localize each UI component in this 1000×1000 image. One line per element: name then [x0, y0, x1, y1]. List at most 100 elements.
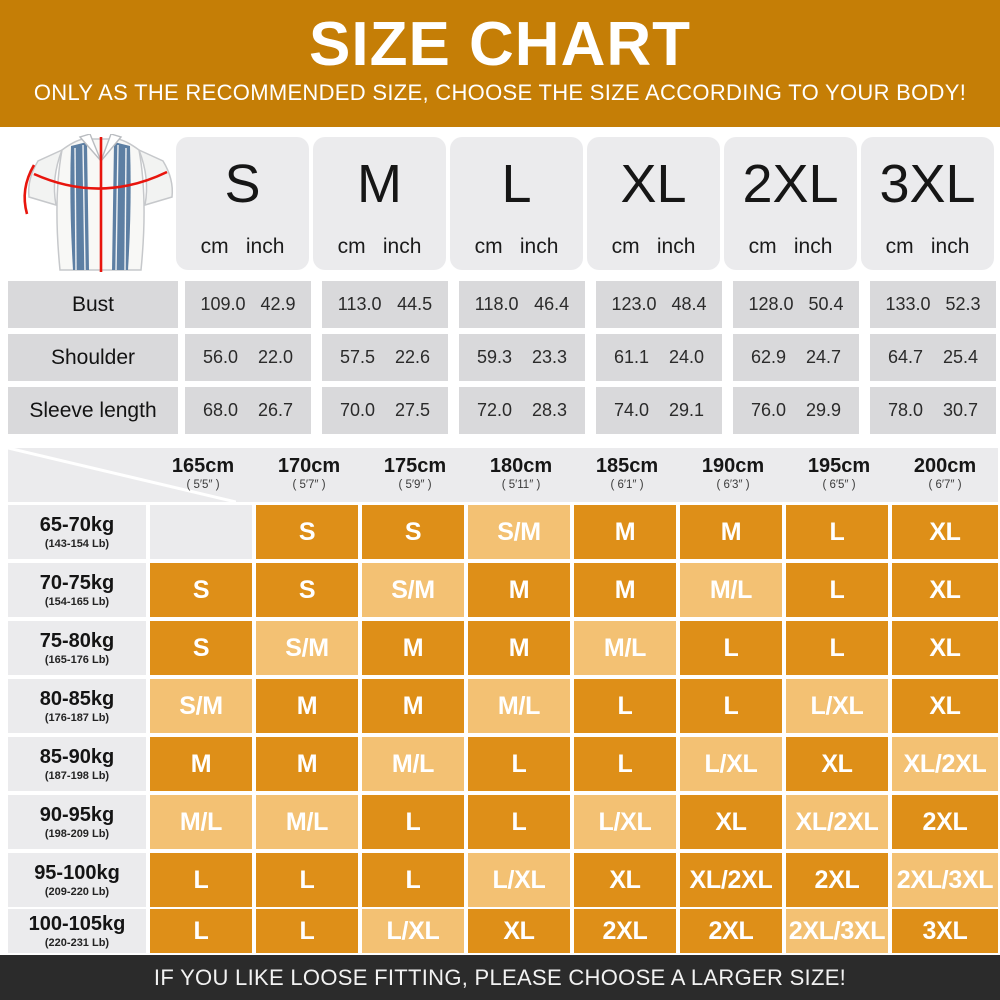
measure-inch-value: 29.1 [668, 400, 705, 420]
weight-label: 95-100kg (209-220 Lb) [8, 853, 146, 907]
unit-label-inch: inch [382, 235, 422, 258]
unit-label-cm: cm [200, 235, 229, 258]
measure-inch-value: 22.6 [394, 347, 431, 367]
measure-cm-value: 133.0 [885, 294, 931, 314]
height-cm-label: 185cm [595, 455, 659, 477]
height-cm-label: 200cm [913, 455, 977, 477]
fit-cell: L/XL [574, 795, 676, 849]
fit-cell: XL [786, 737, 888, 791]
fit-cell [150, 505, 252, 559]
weight-kg-label: 65-70kg [39, 513, 115, 536]
fit-cell: M [574, 505, 676, 559]
weight-lb-label: (187-198 Lb) [44, 769, 110, 782]
fit-cell: L [680, 621, 782, 675]
measure-cm-value: 123.0 [611, 294, 657, 314]
fit-cell: L [574, 737, 676, 791]
measure-cell: 72.0 28.3 [459, 387, 585, 434]
height-header-cell: 175cm ( 5′9″ ) [362, 455, 468, 491]
fit-cell: M/L [150, 795, 252, 849]
fit-cell: L/XL [362, 909, 464, 953]
weight-label: 85-90kg (187-198 Lb) [8, 737, 146, 791]
sleeve-measure-line [23, 164, 36, 215]
measure-inch-value: 22.0 [257, 347, 294, 367]
weight-label: 75-80kg (165-176 Lb) [8, 621, 146, 675]
fit-cell: L [362, 795, 464, 849]
fit-cell: XL [892, 621, 998, 675]
diagonal-divider [8, 448, 236, 502]
fit-cell: S [150, 621, 252, 675]
measure-cell: 57.5 22.6 [322, 334, 448, 381]
measure-inch-value: 42.9 [260, 294, 296, 314]
weight-lb-label: (165-176 Lb) [44, 653, 110, 666]
weight-label: 70-75kg (154-165 Lb) [8, 563, 146, 617]
fit-cell: L [468, 795, 570, 849]
measure-cell: 128.0 50.4 [733, 281, 859, 328]
fit-cell: S/M [362, 563, 464, 617]
measure-inch-value: 27.5 [394, 400, 431, 420]
unit-labels: cm inch [313, 235, 446, 259]
height-header-cell: 200cm ( 6′7″ ) [892, 455, 998, 491]
weight-kg-label: 95-100kg [34, 861, 120, 884]
fit-cell: M/L [468, 679, 570, 733]
measure-cm-value: 70.0 [339, 400, 376, 420]
shirt-collar-left [78, 133, 102, 162]
fit-cell: L [150, 853, 252, 907]
measure-inch-value: 24.7 [805, 347, 842, 367]
measure-inch-value: 25.4 [942, 347, 979, 367]
unit-label-inch: inch [930, 235, 970, 258]
size-label: S [224, 154, 261, 214]
fit-cell: L [468, 737, 570, 791]
measure-cm-value: 74.0 [613, 400, 650, 420]
fit-cell: M [256, 737, 358, 791]
unit-labels: cm inch [861, 235, 994, 259]
page-subtitle: ONLY AS THE RECOMMENDED SIZE, CHOOSE THE… [33, 80, 967, 106]
measure-inch-value: 50.4 [808, 294, 844, 314]
page-title: SIZE CHART [309, 10, 691, 79]
height-ft-label: ( 5′5″ ) [186, 479, 220, 491]
measure-inch-value: 52.3 [945, 294, 981, 314]
bottom-banner: IF YOU LIKE LOOSE FITTING, PLEASE CHOOSE… [0, 955, 1000, 1000]
measure-cell: 133.0 52.3 [870, 281, 996, 328]
unit-label-cm: cm [337, 235, 366, 258]
fit-cell: L [574, 679, 676, 733]
fit-cell: M [150, 737, 252, 791]
measure-row-label: Bust [8, 281, 178, 328]
unit-labels: cm inch [450, 235, 583, 259]
fit-cell: XL [892, 505, 998, 559]
fit-cell: M [574, 563, 676, 617]
unit-label-cm: cm [474, 235, 503, 258]
fit-cell: L [362, 853, 464, 907]
shirt-stripe-left [70, 142, 89, 270]
fit-cell: XL [892, 679, 998, 733]
height-header-cell: 190cm ( 6′3″ ) [680, 455, 786, 491]
fit-cell: L/XL [468, 853, 570, 907]
unit-label-cm: cm [885, 235, 914, 258]
unit-label-inch: inch [519, 235, 559, 258]
fit-cell: L [256, 853, 358, 907]
measure-cell: 123.0 48.4 [596, 281, 722, 328]
measure-cm-value: 68.0 [202, 400, 239, 420]
measure-cell: 70.0 27.5 [322, 387, 448, 434]
height-cm-label: 165cm [171, 455, 235, 477]
height-ft-label: ( 6′1″ ) [610, 479, 644, 491]
fit-cell: L/XL [786, 679, 888, 733]
measure-cell: 74.0 29.1 [596, 387, 722, 434]
fit-cell: M/L [680, 563, 782, 617]
height-cm-label: 195cm [807, 455, 871, 477]
height-ft-label: ( 6′7″ ) [928, 479, 962, 491]
measure-cm-value: 61.1 [613, 347, 650, 367]
fit-cell: S [256, 505, 358, 559]
fit-cell: XL [468, 909, 570, 953]
size-label: 3XL [879, 154, 976, 214]
fit-cell: 2XL [574, 909, 676, 953]
measure-inch-value: 24.0 [668, 347, 705, 367]
weight-label: 80-85kg (176-187 Lb) [8, 679, 146, 733]
fit-cell: M [468, 563, 570, 617]
height-ft-label: ( 5′11″ ) [501, 479, 541, 491]
measure-cell: 61.1 24.0 [596, 334, 722, 381]
fit-cell: L [256, 909, 358, 953]
height-cm-label: 190cm [701, 455, 765, 477]
fit-cell: L/XL [680, 737, 782, 791]
